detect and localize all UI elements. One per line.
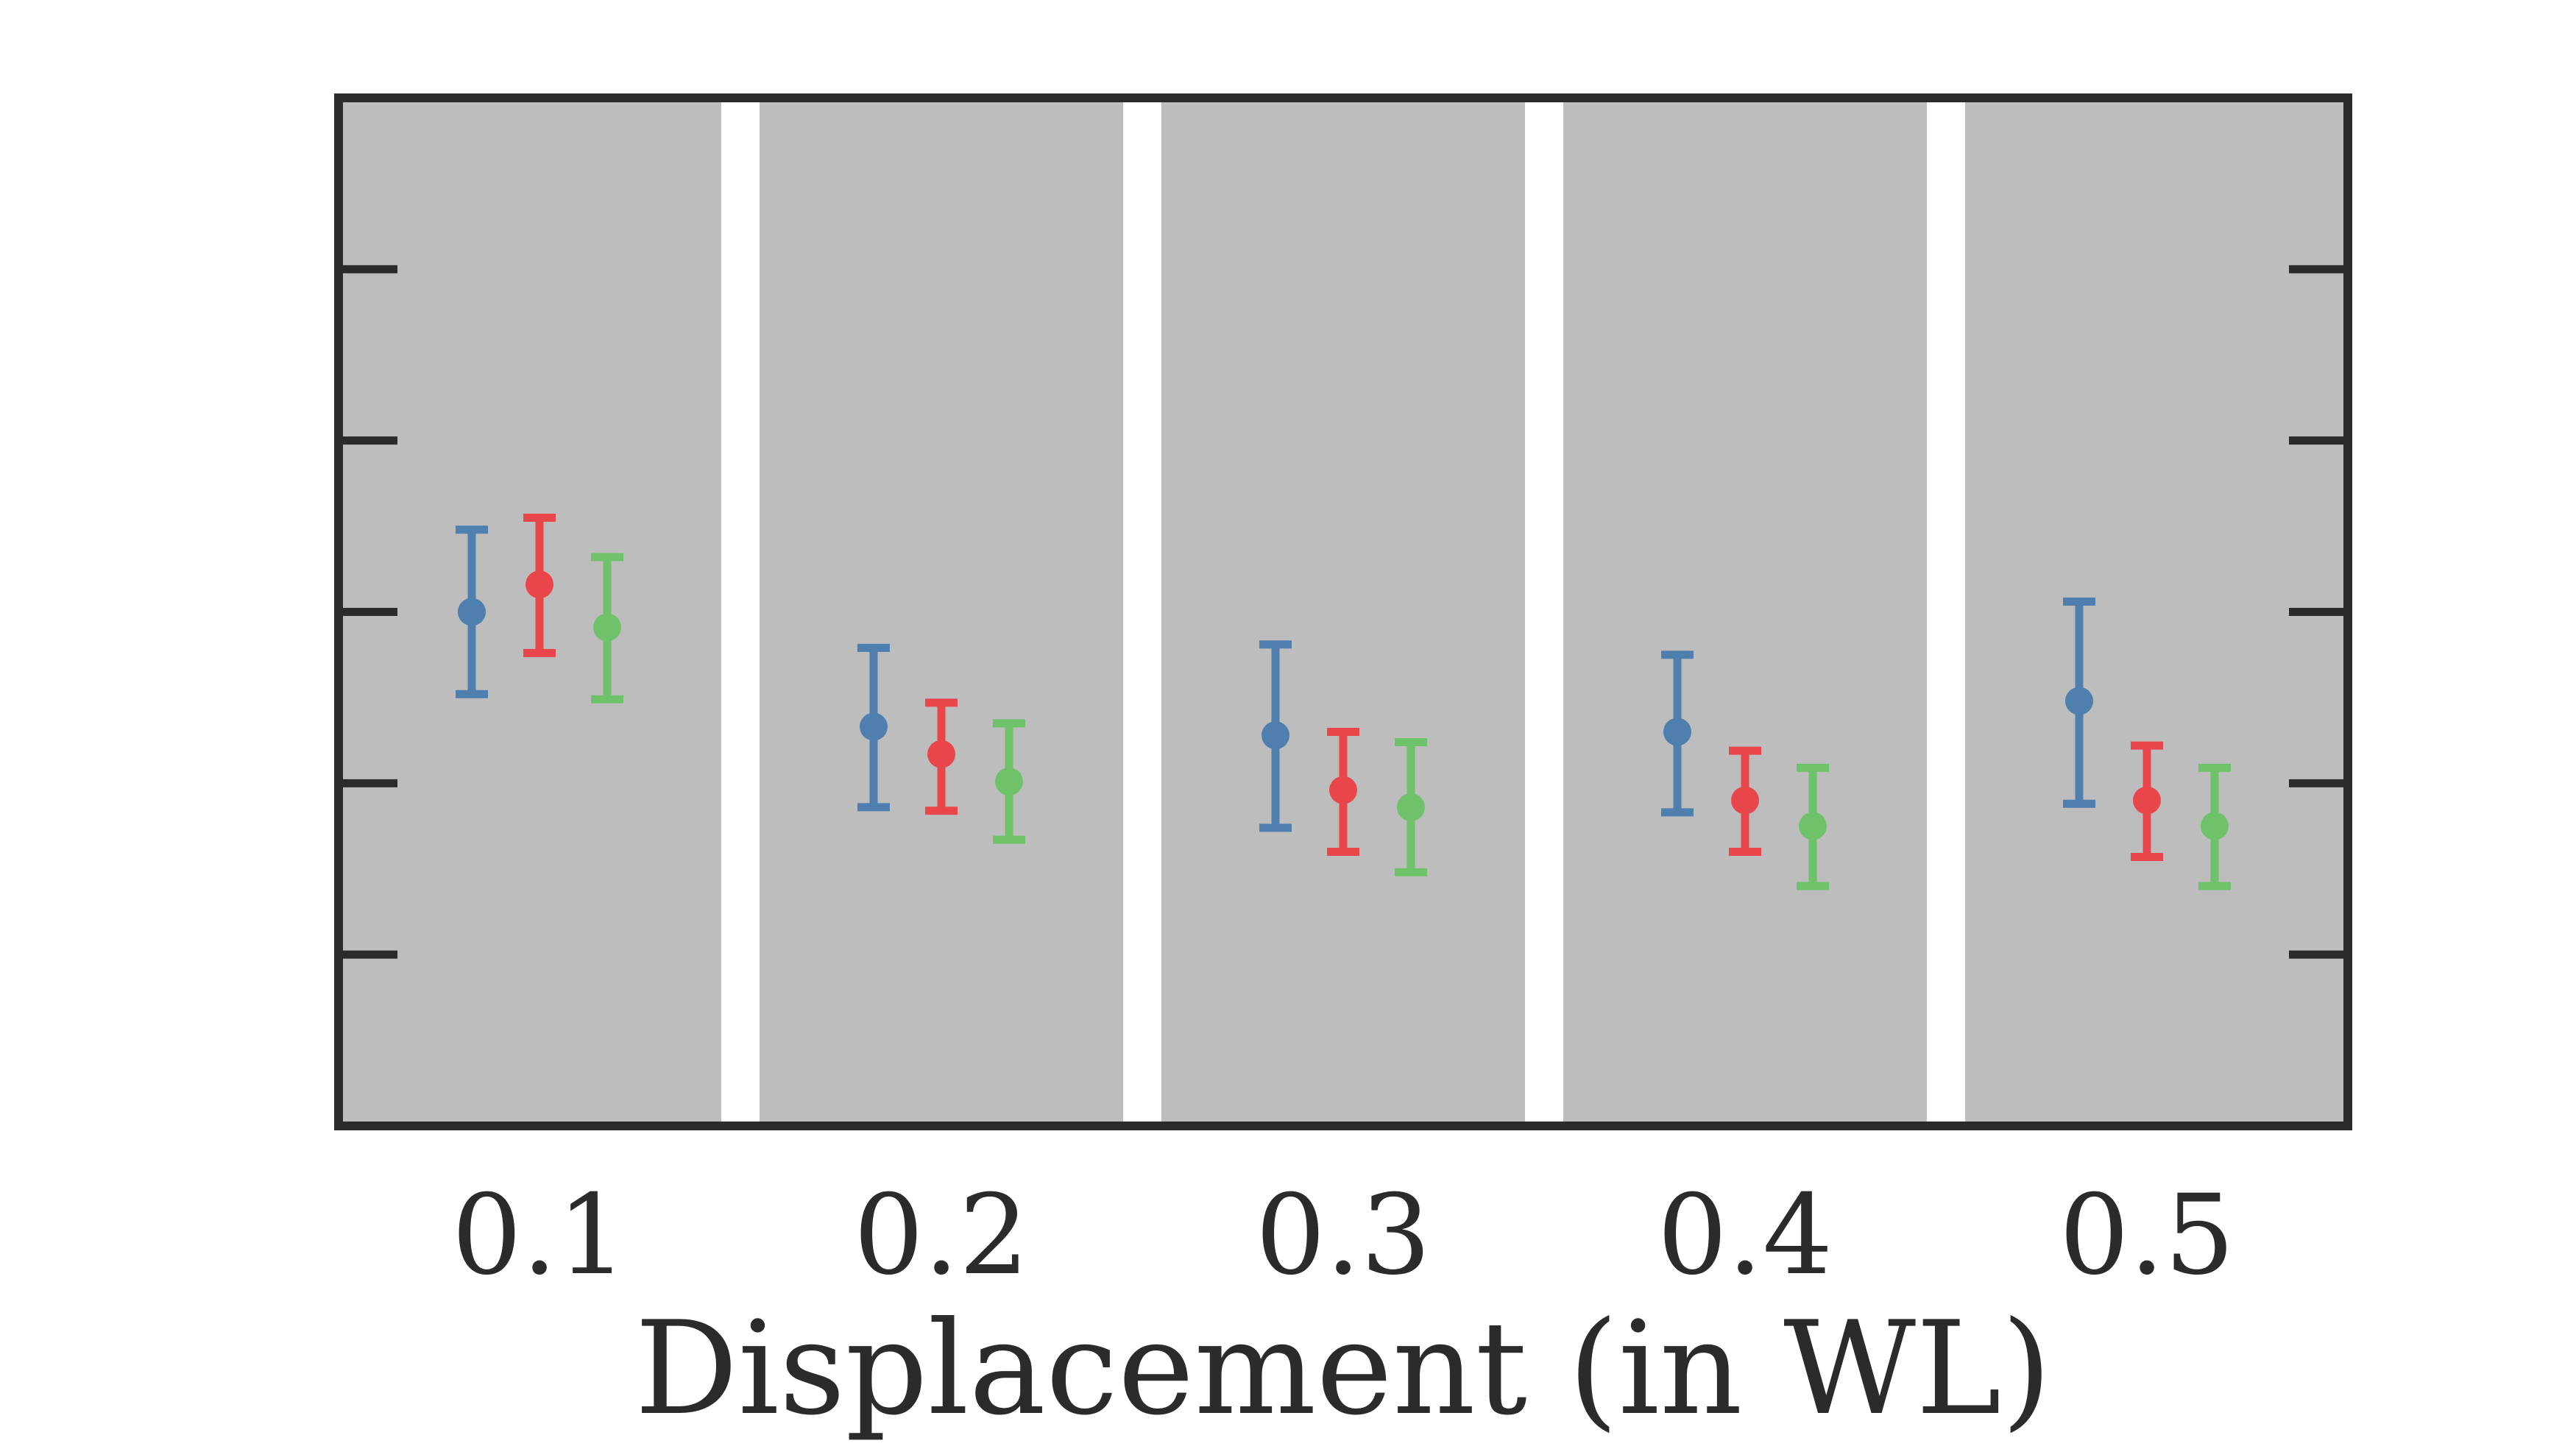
errorbar-series3-0.4 xyxy=(1797,763,1829,890)
data-point xyxy=(860,712,888,741)
errorbar-series1-0.4 xyxy=(1661,651,1694,817)
plot-marks xyxy=(456,513,2231,890)
errorbar-series1-0.2 xyxy=(857,643,890,812)
band-0.3 xyxy=(1161,98,1525,1126)
x-tick-label-0.4: 0.4 xyxy=(1657,1172,1833,1300)
data-point xyxy=(458,598,486,626)
errorbar-series3-0.3 xyxy=(1395,737,1427,876)
data-point xyxy=(1397,793,1425,821)
errorbar-series2-0.3 xyxy=(1327,727,1359,856)
axis-ticks xyxy=(339,265,2348,959)
band-0.4 xyxy=(1563,98,1927,1126)
errorbar-series1-0.1 xyxy=(456,525,488,698)
band-0.2 xyxy=(760,98,1123,1126)
errorbar-series1-0.3 xyxy=(1259,640,1292,832)
x-tick-label-0.5: 0.5 xyxy=(2059,1172,2235,1300)
data-point xyxy=(2133,786,2161,815)
errorbar-series2-0.4 xyxy=(1729,746,1761,856)
data-point xyxy=(1731,786,1759,815)
data-point xyxy=(2065,687,2093,715)
data-point xyxy=(995,768,1023,796)
data-point xyxy=(1262,721,1289,750)
plot-frame xyxy=(334,93,2352,1130)
data-point xyxy=(1663,718,1691,746)
errorbar-series2-0.2 xyxy=(925,698,958,815)
errorbar-series2-0.1 xyxy=(523,513,556,657)
errorbar-series2-0.5 xyxy=(2131,741,2163,861)
x-tick-label-0.1: 0.1 xyxy=(452,1172,628,1300)
background-bands xyxy=(339,98,2348,1126)
errorbar-series3-0.5 xyxy=(2198,763,2231,890)
errorbar-series3-0.1 xyxy=(591,553,623,704)
x-tick-label-0.2: 0.2 xyxy=(854,1172,1030,1300)
band-0.1 xyxy=(339,98,721,1126)
data-point xyxy=(2201,812,2229,840)
data-point xyxy=(1329,776,1357,804)
x-tick-label-0.3: 0.3 xyxy=(1256,1172,1432,1300)
errorbar-series3-0.2 xyxy=(993,719,1025,844)
band-0.5 xyxy=(1965,98,2348,1126)
data-point xyxy=(927,740,955,768)
x-axis-title: Displacement (in WL) xyxy=(634,1294,2051,1444)
x-tick-labels: 0.1 0.2 0.3 0.4 0.5 xyxy=(452,1172,2235,1300)
data-point xyxy=(593,613,621,642)
data-point xyxy=(526,570,553,599)
data-point xyxy=(1799,812,1827,840)
errorbar-series1-0.5 xyxy=(2063,598,2095,808)
